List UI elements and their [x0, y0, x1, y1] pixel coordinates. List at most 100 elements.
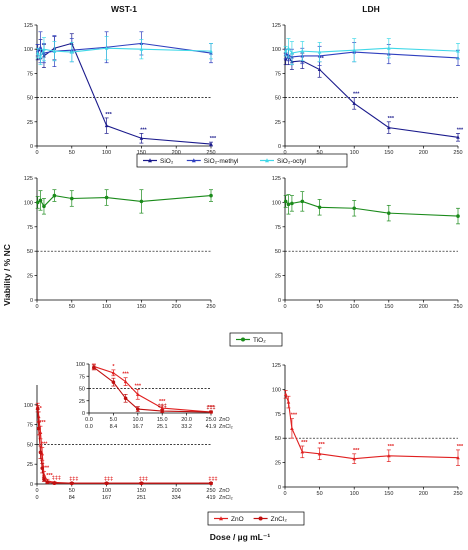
x-tick-label: 150 [384, 304, 393, 310]
y-tick-label: 75 [275, 225, 281, 231]
data-point [209, 481, 213, 486]
data-point [387, 211, 391, 215]
legend-marker [241, 337, 245, 342]
x-tick-label: 250 [206, 488, 215, 494]
x-tick-label: 0 [35, 150, 38, 156]
data-point [70, 481, 74, 486]
data-point [387, 125, 391, 130]
y-tick-label: 50 [275, 436, 281, 442]
x-tick-label: 25.0 [206, 417, 217, 423]
data-point [209, 142, 213, 146]
series-line [285, 51, 459, 59]
data-point [317, 50, 322, 54]
data-point [352, 48, 356, 52]
x-tick-label: 50 [69, 488, 75, 494]
x-tick-label: 100 [350, 150, 359, 156]
data-point [38, 198, 43, 203]
panel-wst1-zinc-inset: 0 25 50 75 100 0.0 5.0 10.0 15.0 20.0 25.0 0.0 8.4 16… [73, 360, 233, 439]
significance-label: *** [457, 444, 464, 450]
series-line [93, 366, 212, 413]
data-point [352, 101, 356, 105]
data-point [290, 51, 294, 55]
data-point [123, 396, 128, 401]
y-tick-label: 100 [24, 403, 33, 409]
data-point [52, 49, 57, 53]
significance-label: ‡‡‡ [158, 404, 167, 410]
data-point [317, 451, 322, 456]
secondary-tick-label: 334 [172, 495, 181, 501]
series-line [93, 365, 212, 413]
series-zncl2: ‡‡‡ ‡‡‡ [91, 364, 216, 414]
legend-box [136, 153, 348, 168]
series-line [37, 42, 212, 145]
x-tick-label: 100 [350, 491, 359, 497]
x-tick-label: 100 [350, 304, 359, 310]
data-point [283, 199, 288, 204]
legend-zinc: ZnO ZnCl₂ [207, 511, 305, 526]
secondary-tick-label: 167 [102, 495, 111, 501]
data-point [209, 193, 213, 198]
y-tick-label: 75 [27, 71, 33, 77]
data-point [283, 49, 288, 53]
significance-label: *** [159, 399, 166, 405]
x-tick-label: 150 [137, 488, 146, 494]
significance-label: *** [39, 420, 46, 426]
data-point [52, 481, 57, 486]
secondary-tick-label: 419 [206, 495, 215, 501]
x-tick-label: 200 [172, 304, 181, 310]
significance-label: *** [301, 440, 308, 446]
x-tick-label: 50 [317, 491, 323, 497]
x-axis-label: Dose / µg mL⁻¹ [210, 532, 271, 542]
significance-label: *** [41, 442, 48, 448]
data-point [139, 47, 144, 51]
y-tick-label: 0 [30, 482, 33, 488]
data-point [92, 365, 96, 370]
data-point [209, 410, 213, 414]
series-sio2_octyl [283, 38, 460, 66]
data-point [317, 205, 322, 210]
data-point [40, 451, 45, 456]
data-point [139, 481, 144, 486]
x-tick-label: 200 [419, 150, 428, 156]
data-point [139, 136, 144, 140]
secondary-tick-label: 41.9 [206, 424, 217, 430]
y-tick-label: 50 [79, 387, 85, 393]
x-tick-label: 0 [283, 150, 286, 156]
significance-label: ‡‡‡ [52, 476, 61, 482]
x-tick-label: 150 [137, 304, 146, 310]
legend-marker [265, 158, 269, 163]
secondary-row-label: ZnCl₂ [219, 424, 233, 430]
secondary-tick-label: 0.0 [85, 424, 93, 430]
series-sio2_methyl [283, 42, 460, 67]
x-tick-label: 0 [35, 304, 38, 310]
y-tick-label: 25 [79, 399, 85, 405]
data-point [111, 370, 116, 375]
significance-label: ‡‡‡ [69, 476, 78, 482]
data-point [38, 54, 43, 59]
x-tick-label: 200 [172, 488, 181, 494]
legend-tio2: TiO₂ [229, 332, 283, 347]
x-tick-label: 100 [102, 488, 111, 494]
series-line [37, 47, 212, 59]
significance-label: *** [388, 116, 395, 122]
data-point [286, 202, 291, 207]
data-point [300, 199, 305, 204]
significance-label: *** [318, 442, 325, 448]
data-point [104, 46, 109, 50]
y-tick-label: 50 [275, 96, 281, 102]
secondary-row-label: ZnCl₂ [219, 495, 233, 501]
series-tio2 [35, 189, 213, 215]
secondary-tick-label: 16.7 [132, 424, 143, 430]
y-tick-label: 125 [272, 176, 281, 182]
data-point [352, 456, 356, 461]
legend-marker [219, 516, 223, 521]
x-tick-label: 50 [69, 150, 75, 156]
x-tick-label: 50 [317, 304, 323, 310]
data-point [290, 426, 294, 430]
significance-label: * [40, 406, 43, 412]
y-tick-label: 50 [27, 96, 33, 102]
legend-label: SiO₂ [160, 158, 174, 165]
legend-marker [148, 158, 152, 163]
